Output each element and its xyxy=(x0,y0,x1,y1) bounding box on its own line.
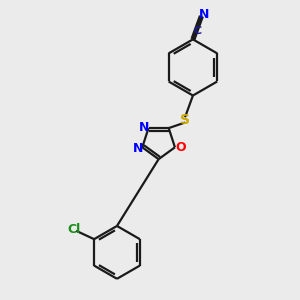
Text: N: N xyxy=(139,121,149,134)
Text: O: O xyxy=(175,142,186,154)
Text: S: S xyxy=(180,113,190,127)
Text: N: N xyxy=(199,8,209,21)
Text: Cl: Cl xyxy=(68,223,81,236)
Text: N: N xyxy=(133,142,143,155)
Text: C: C xyxy=(194,26,202,36)
